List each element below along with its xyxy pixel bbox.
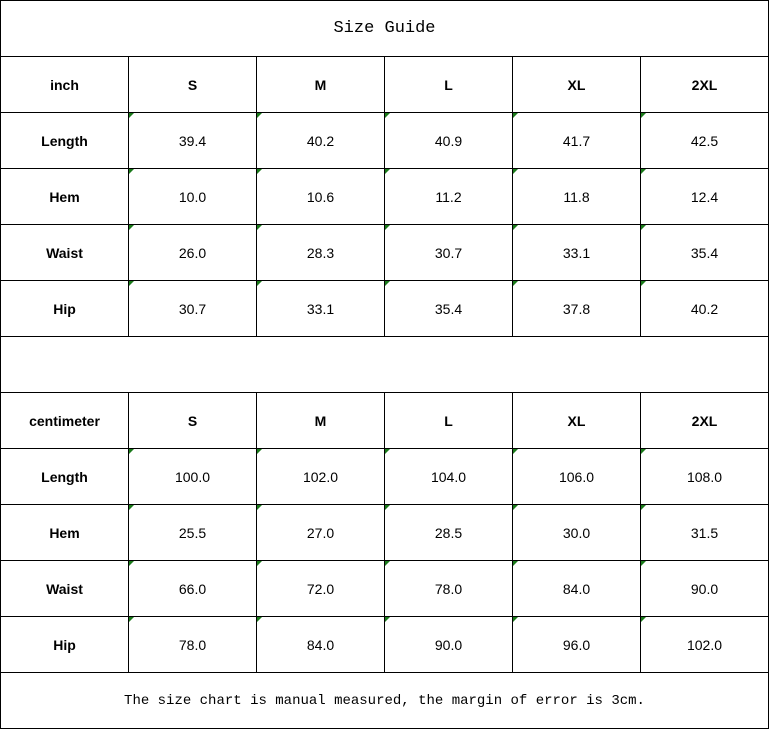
row-label: Hem (0, 504, 129, 561)
value-cell: 40.9 (384, 112, 513, 169)
table-row: Hip 78.0 84.0 90.0 96.0 102.0 (0, 616, 769, 673)
value-cell: 39.4 (128, 112, 257, 169)
value-cell: 12.4 (640, 168, 769, 225)
size-header: S (128, 392, 257, 449)
value-cell: 96.0 (512, 616, 641, 673)
value-cell: 11.2 (384, 168, 513, 225)
value-cell: 104.0 (384, 448, 513, 505)
value-cell: 40.2 (640, 280, 769, 337)
value-cell: 30.0 (512, 504, 641, 561)
row-label: Hip (0, 616, 129, 673)
row-label: Hem (0, 168, 129, 225)
size-header: 2XL (640, 56, 769, 113)
value-cell: 33.1 (256, 280, 385, 337)
value-cell: 33.1 (512, 224, 641, 281)
value-cell: 84.0 (256, 616, 385, 673)
value-cell: 106.0 (512, 448, 641, 505)
value-cell: 28.3 (256, 224, 385, 281)
value-cell: 102.0 (640, 616, 769, 673)
value-cell: 35.4 (640, 224, 769, 281)
unit-header: inch (0, 56, 129, 113)
table-row: Length 100.0 102.0 104.0 106.0 108.0 (0, 448, 769, 505)
value-cell: 30.7 (384, 224, 513, 281)
value-cell: 35.4 (384, 280, 513, 337)
size-header: 2XL (640, 392, 769, 449)
value-cell: 108.0 (640, 448, 769, 505)
value-cell: 90.0 (640, 560, 769, 617)
value-cell: 72.0 (256, 560, 385, 617)
table-row: Waist 66.0 72.0 78.0 84.0 90.0 (0, 560, 769, 617)
value-cell: 42.5 (640, 112, 769, 169)
value-cell: 26.0 (128, 224, 257, 281)
value-cell: 84.0 (512, 560, 641, 617)
value-cell: 10.6 (256, 168, 385, 225)
value-cell: 28.5 (384, 504, 513, 561)
table-row: Hem 25.5 27.0 28.5 30.0 31.5 (0, 504, 769, 561)
value-cell: 11.8 (512, 168, 641, 225)
row-label: Hip (0, 280, 129, 337)
size-header: L (384, 392, 513, 449)
value-cell: 10.0 (128, 168, 257, 225)
row-label: Waist (0, 224, 129, 281)
table-row: Length 39.4 40.2 40.9 41.7 42.5 (0, 112, 769, 169)
value-cell: 102.0 (256, 448, 385, 505)
value-cell: 30.7 (128, 280, 257, 337)
value-cell: 27.0 (256, 504, 385, 561)
size-header: XL (512, 56, 641, 113)
table-row: Waist 26.0 28.3 30.7 33.1 35.4 (0, 224, 769, 281)
footnote: The size chart is manual measured, the m… (0, 672, 769, 729)
row-label: Length (0, 112, 129, 169)
table-title: Size Guide (0, 0, 769, 57)
unit-header: centimeter (0, 392, 129, 449)
table-row: Hip 30.7 33.1 35.4 37.8 40.2 (0, 280, 769, 337)
value-cell: 41.7 (512, 112, 641, 169)
size-header: M (256, 392, 385, 449)
header-row: centimeter S M L XL 2XL (0, 392, 769, 449)
row-label: Length (0, 448, 129, 505)
value-cell: 66.0 (128, 560, 257, 617)
size-header: L (384, 56, 513, 113)
header-row: inch S M L XL 2XL (0, 56, 769, 113)
row-label: Waist (0, 560, 129, 617)
value-cell: 100.0 (128, 448, 257, 505)
size-header: M (256, 56, 385, 113)
value-cell: 31.5 (640, 504, 769, 561)
value-cell: 78.0 (128, 616, 257, 673)
value-cell: 37.8 (512, 280, 641, 337)
value-cell: 78.0 (384, 560, 513, 617)
value-cell: 90.0 (384, 616, 513, 673)
size-header: S (128, 56, 257, 113)
table-row: Hem 10.0 10.6 11.2 11.8 12.4 (0, 168, 769, 225)
spacer-row (0, 336, 769, 393)
value-cell: 40.2 (256, 112, 385, 169)
size-header: XL (512, 392, 641, 449)
value-cell: 25.5 (128, 504, 257, 561)
